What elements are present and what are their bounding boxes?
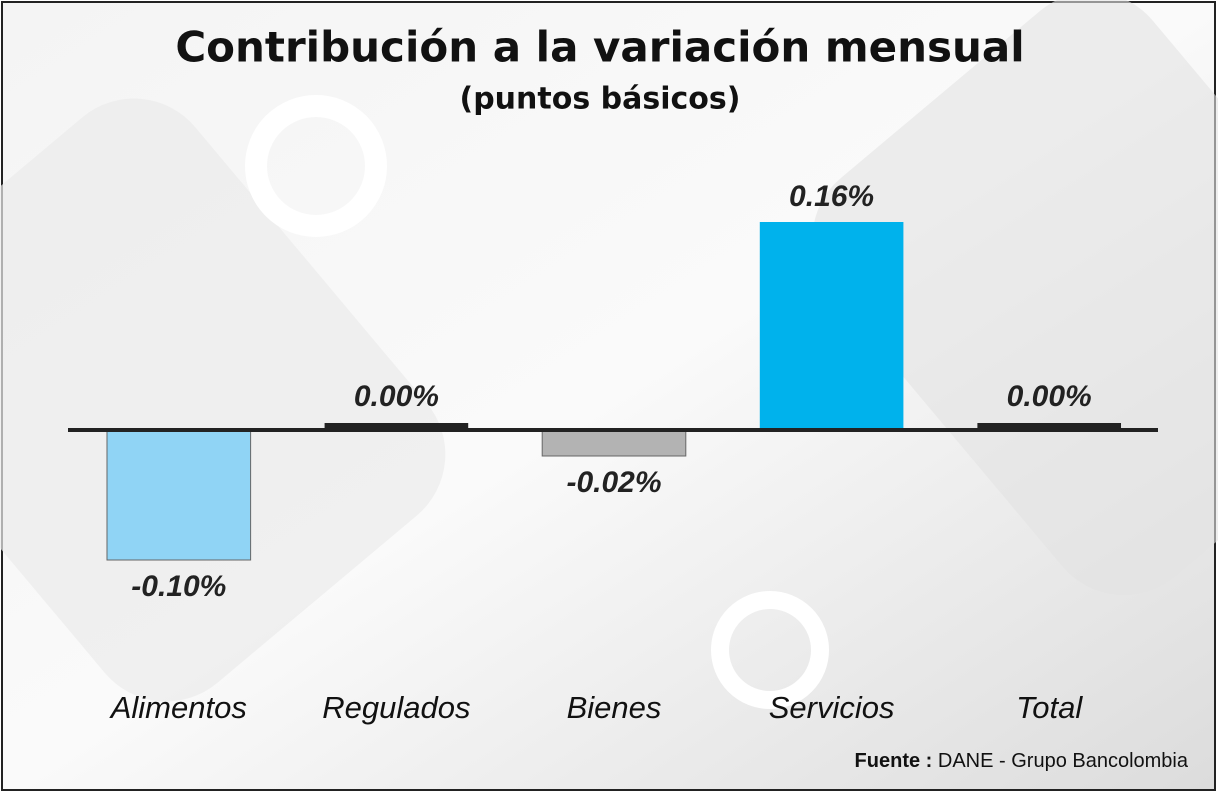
value-label: 0.00% xyxy=(354,380,439,413)
decor xyxy=(0,98,446,702)
x-tick-label: Regulados xyxy=(322,690,470,725)
decor xyxy=(245,95,387,237)
bar xyxy=(541,429,687,457)
bar xyxy=(324,423,469,430)
decor xyxy=(812,0,1218,596)
source: Fuente : DANE - Grupo Bancolombia xyxy=(855,750,1189,772)
chart-subtitle: (puntos básicos) xyxy=(460,82,741,117)
value-label: 0.16% xyxy=(789,180,874,213)
chart-title: Contribución a la variación mensual xyxy=(175,23,1024,72)
x-tick-label: Alimentos xyxy=(109,690,247,725)
value-label: 0.00% xyxy=(1007,380,1092,413)
source-text: DANE - Grupo Bancolombia xyxy=(938,750,1189,772)
x-tick-label: Servicios xyxy=(769,690,895,725)
value-label: -0.02% xyxy=(566,466,661,499)
value-label: -0.10% xyxy=(131,570,226,603)
bar xyxy=(759,222,904,430)
x-tick-label: Total xyxy=(1016,690,1083,725)
x-tick-label: Bienes xyxy=(567,690,662,725)
decor xyxy=(711,591,829,709)
bar xyxy=(977,423,1122,430)
source-label: Fuente : xyxy=(855,750,933,772)
bar xyxy=(106,429,252,561)
